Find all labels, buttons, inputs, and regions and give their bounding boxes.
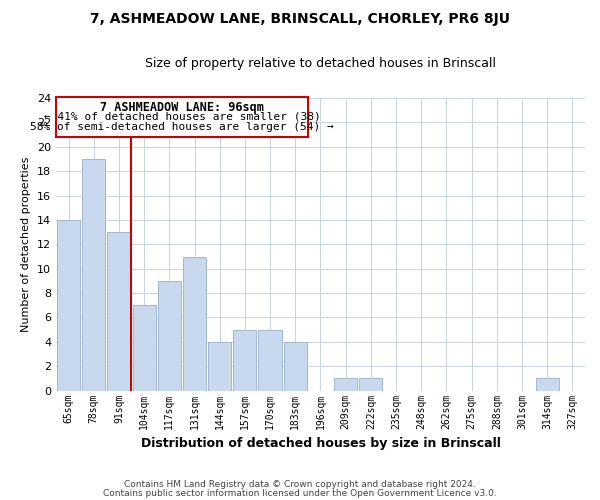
Bar [183, 256, 206, 390]
Text: 7, ASHMEADOW LANE, BRINSCALL, CHORLEY, PR6 8JU: 7, ASHMEADOW LANE, BRINSCALL, CHORLEY, P… [90, 12, 510, 26]
Text: ← 41% of detached houses are smaller (38): ← 41% of detached houses are smaller (38… [44, 112, 320, 122]
Bar [359, 378, 382, 390]
FancyBboxPatch shape [56, 97, 308, 137]
Bar [233, 330, 256, 390]
Bar [158, 281, 181, 390]
Bar [334, 378, 357, 390]
Bar [208, 342, 231, 390]
Bar [133, 306, 156, 390]
X-axis label: Distribution of detached houses by size in Brinscall: Distribution of detached houses by size … [140, 437, 500, 450]
Y-axis label: Number of detached properties: Number of detached properties [21, 156, 31, 332]
Bar [284, 342, 307, 390]
Bar [259, 330, 281, 390]
Bar [57, 220, 80, 390]
Text: Contains HM Land Registry data © Crown copyright and database right 2024.: Contains HM Land Registry data © Crown c… [124, 480, 476, 489]
Bar [536, 378, 559, 390]
Bar [107, 232, 131, 390]
Text: Contains public sector information licensed under the Open Government Licence v3: Contains public sector information licen… [103, 488, 497, 498]
Text: 58% of semi-detached houses are larger (54) →: 58% of semi-detached houses are larger (… [30, 122, 334, 132]
Title: Size of property relative to detached houses in Brinscall: Size of property relative to detached ho… [145, 58, 496, 70]
Text: 7 ASHMEADOW LANE: 96sqm: 7 ASHMEADOW LANE: 96sqm [100, 101, 264, 114]
Bar [82, 159, 106, 390]
